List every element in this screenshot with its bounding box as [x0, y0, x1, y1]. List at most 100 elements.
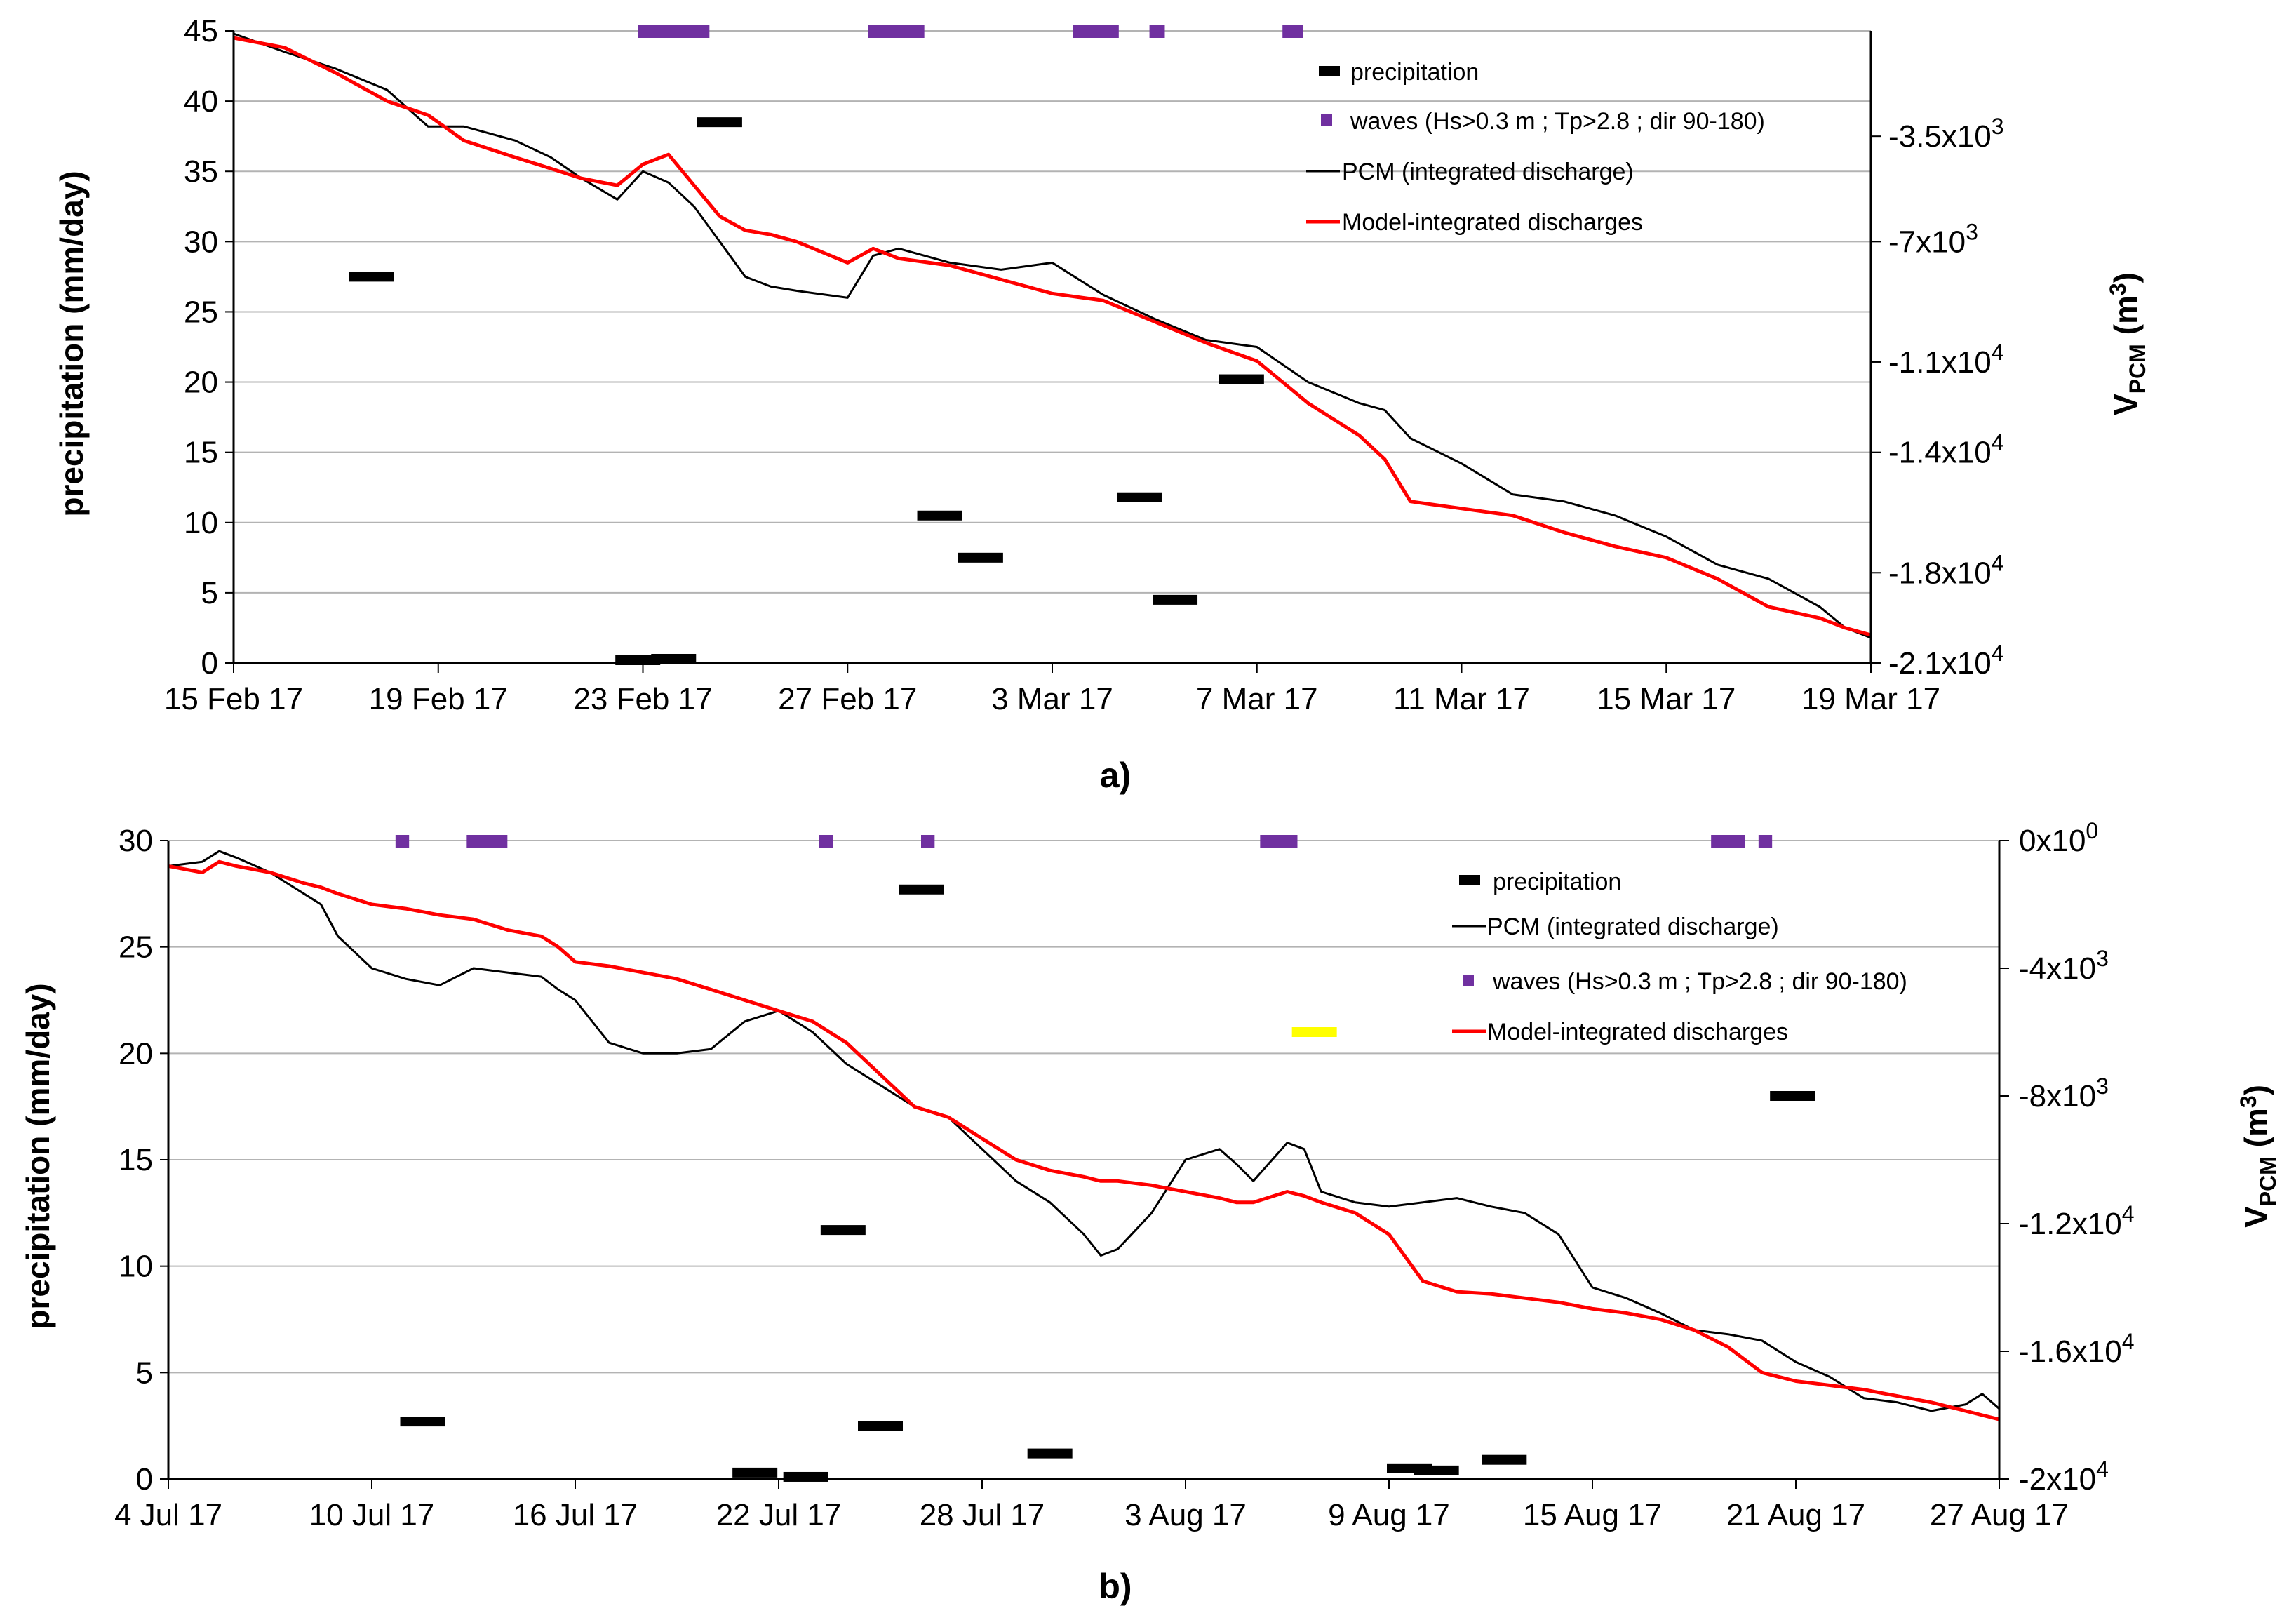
right-tick-label: -3.5x103 [1888, 114, 2004, 154]
precipitation-bar [1770, 1091, 1815, 1101]
left-tick-label: 40 [184, 84, 218, 119]
x-tick-label: 27 Aug 17 [1930, 1498, 2069, 1532]
x-tick-label: 15 Feb 17 [164, 682, 303, 716]
left-tick-labels-b: 0 5 10 15 20 25 30 [119, 824, 153, 1497]
wave-events-a [638, 25, 1303, 38]
y-axis-label-right-b: VPCM (m3) [2236, 1085, 2281, 1228]
right-tick-label: -2x104 [2019, 1457, 2109, 1497]
x-tick-label: 23 Feb 17 [573, 682, 712, 716]
left-tick-label: 30 [119, 824, 153, 858]
wave-event-bar [1711, 835, 1745, 848]
chart-panel-a: 0 5 10 15 20 25 30 35 40 45 -2.1x104 -1.8x104 -1.4x… [53, 14, 2150, 795]
precipitation-bar [783, 1471, 828, 1482]
right-tick-label: -1.8x104 [1888, 550, 2004, 590]
left-tick-label: 30 [184, 225, 218, 259]
left-tick-label: 25 [119, 930, 153, 965]
precipitation-bar [858, 1421, 903, 1431]
x-tick-label: 3 Mar 17 [991, 682, 1113, 716]
precipitation-bar [400, 1417, 445, 1427]
wave-event-bar [819, 835, 833, 848]
precipitation-bar [899, 884, 944, 895]
precipitation-bar [1153, 594, 1198, 605]
wave-event-bar [395, 835, 410, 848]
left-tick-label: 10 [119, 1250, 153, 1284]
precipitation-bar [1414, 1465, 1459, 1475]
right-tick-label: -1.2x104 [2019, 1201, 2135, 1241]
precipitation-bar [917, 510, 962, 521]
wave-event-bar [1758, 835, 1773, 848]
precipitation-bar [651, 653, 697, 664]
x-tick-label: 4 Jul 17 [114, 1498, 222, 1532]
x-tick-label: 16 Jul 17 [513, 1498, 638, 1532]
wave-event-bar [1073, 25, 1119, 38]
legend-model-label-b: Model-integrated discharges [1487, 1019, 1788, 1045]
x-tick-label: 22 Jul 17 [716, 1498, 842, 1532]
legend-b: precipitation PCM (integrated discharge)… [1452, 869, 1907, 1045]
series-lines-a [233, 32, 1872, 639]
pcm-series-line [168, 850, 2000, 1412]
legend-precipitation-label-b: precipitation [1493, 869, 1621, 895]
x-tick-label: 28 Jul 17 [920, 1498, 1045, 1532]
left-tick-labels-a: 0 5 10 15 20 25 30 35 40 45 [184, 14, 218, 681]
left-tick-label: 25 [184, 295, 218, 329]
right-tick-label: -8x103 [2019, 1073, 2109, 1113]
left-tick-label: 35 [184, 154, 218, 189]
right-tick-labels-a: -2.1x104 -1.8x104 -1.4x104 -1.1x104 -7x103 -3… [1888, 114, 2004, 681]
right-tick-label: -4x103 [2019, 946, 2109, 986]
left-tick-label: 10 [184, 506, 218, 540]
wave-event-bar [1282, 25, 1303, 38]
precipitation-bar [820, 1225, 866, 1236]
legend-waves-label-b: waves (Hs>0.3 m ; Tp>2.8 ; dir 90-180) [1492, 968, 1907, 995]
precipitation-bar [1291, 1027, 1337, 1037]
x-tick-labels-a: 15 Feb 17 19 Feb 17 23 Feb 17 27 Feb 17 3 Ma… [164, 682, 1940, 716]
gridlines-a [234, 30, 1871, 594]
wave-event-bar [1260, 835, 1298, 848]
precipitation-bar [958, 552, 1003, 563]
legend-pcm-label-b: PCM (integrated discharge) [1487, 913, 1779, 940]
x-tick-label: 21 Aug 17 [1726, 1498, 1865, 1532]
right-tick-label: -1.4x104 [1888, 430, 2004, 470]
x-tick-labels-b: 4 Jul 17 10 Jul 17 16 Jul 17 22 Jul 17 28 Ju… [114, 1498, 2069, 1532]
pcm-series-line [233, 32, 1872, 639]
wave-event-bar [638, 25, 710, 38]
precipitation-bar [349, 272, 394, 282]
wave-event-bar [868, 25, 925, 38]
legend-model-label-a: Model-integrated discharges [1342, 209, 1643, 236]
chart-panel-b: 0 5 10 15 20 25 30 -2x104 -1.6x104 -1.2x104 -8x10… [20, 818, 2281, 1606]
x-tick-label: 19 Feb 17 [369, 682, 508, 716]
x-tick-label: 11 Mar 17 [1393, 682, 1530, 716]
legend-pcm-label-a: PCM (integrated discharge) [1342, 159, 1634, 185]
panel-label-a: a) [1100, 756, 1131, 795]
x-tick-label: 27 Feb 17 [778, 682, 917, 716]
left-tick-label: 15 [184, 436, 218, 470]
x-tick-label: 15 Aug 17 [1523, 1498, 1662, 1532]
legend-a: precipitation waves (Hs>0.3 m ; Tp>2.8 ;… [1306, 59, 1765, 236]
model-series-line [168, 859, 2000, 1421]
left-tick-label: 20 [119, 1036, 153, 1071]
x-tick-label: 7 Mar 17 [1196, 682, 1318, 716]
wave-event-bar [466, 835, 508, 848]
y-axis-label-left-b: precipitation (mm/day) [20, 983, 56, 1329]
wave-events-b [395, 835, 1773, 848]
legend-waves-label-a: waves (Hs>0.3 m ; Tp>2.8 ; dir 90-180) [1350, 108, 1765, 135]
gridlines-b [168, 840, 1999, 1374]
left-tick-label: 0 [201, 646, 218, 681]
legend-precipitation-swatch-b [1459, 875, 1480, 885]
precipitation-bar [1116, 492, 1162, 502]
precipitation-bar [697, 117, 742, 128]
legend-precipitation-swatch-a [1319, 66, 1340, 76]
x-tick-label: 15 Mar 17 [1597, 682, 1736, 716]
wave-event-bar [921, 835, 935, 848]
x-tick-label: 3 Aug 17 [1124, 1498, 1247, 1532]
series-lines-b [168, 850, 2000, 1421]
left-tick-label: 15 [119, 1143, 153, 1177]
right-tick-label: 0x100 [2019, 818, 2098, 858]
axes-a [225, 30, 1881, 673]
y-axis-label-right-a: VPCM (m3) [2105, 272, 2150, 415]
precipitation-bar [732, 1467, 778, 1478]
right-tick-label: -1.6x104 [2019, 1329, 2135, 1369]
right-tick-label: -7x103 [1888, 219, 1978, 259]
left-tick-label: 5 [136, 1356, 153, 1390]
right-tick-label: -1.1x104 [1888, 340, 2004, 380]
